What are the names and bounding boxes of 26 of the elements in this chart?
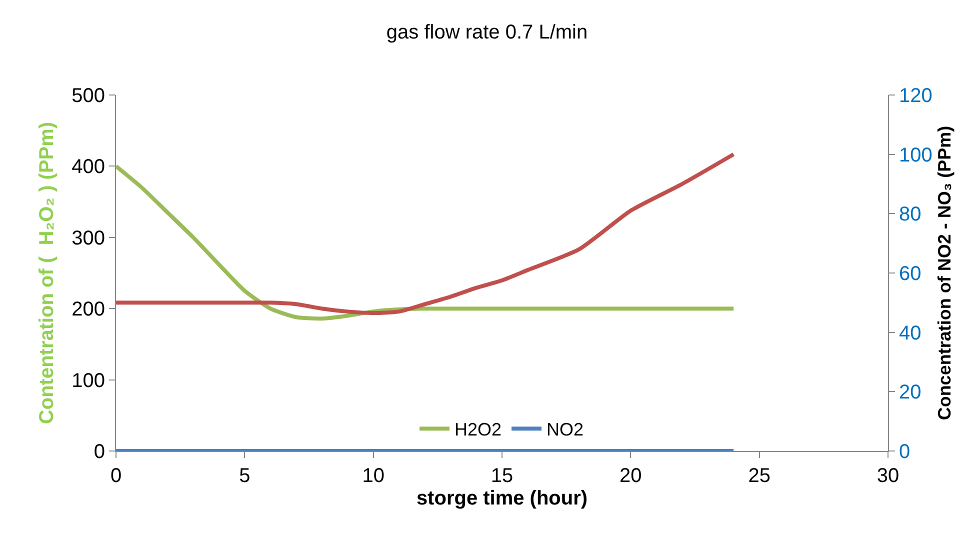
x-tick-label: 20 [620,465,642,487]
legend-label: NO2 [546,420,584,440]
x-tick-label: 15 [490,465,514,487]
y2-tick-label: 40 [899,322,922,344]
y-tick-label: 200 [72,298,105,321]
y2-tick-label: 100 [899,144,932,166]
x-tick-label: 10 [362,465,384,487]
x-tick-label: 25 [748,465,770,487]
chart-title: gas flow rate 0.7 L/min [386,22,588,44]
y-tick-label: 100 [72,370,105,392]
y-tick-label: 300 [72,227,105,250]
x-tick-label: 5 [239,465,250,487]
x-axis-title: storge time (hour) [416,488,588,510]
x-tick-label: 0 [110,465,122,487]
y-tick-label: 500 [72,85,105,107]
y2-tick-label: 20 [899,382,922,404]
y-tick-label: 0 [94,441,105,463]
y2-axis-title: Concentration of NO2 - NO₃ (PPm) [934,126,954,420]
y2-tick-label: 60 [899,263,922,285]
y2-tick-label: 80 [899,204,922,226]
y2-tick-label: 0 [899,441,910,463]
x-tick-label: 30 [876,465,900,487]
legend-label: H2O2 [454,420,502,440]
y-axis-title: Contentration of ( H₂O₂ ) (PPm) [36,122,58,424]
y-tick-label: 400 [72,156,105,178]
y2-tick-label: 120 [899,85,932,107]
